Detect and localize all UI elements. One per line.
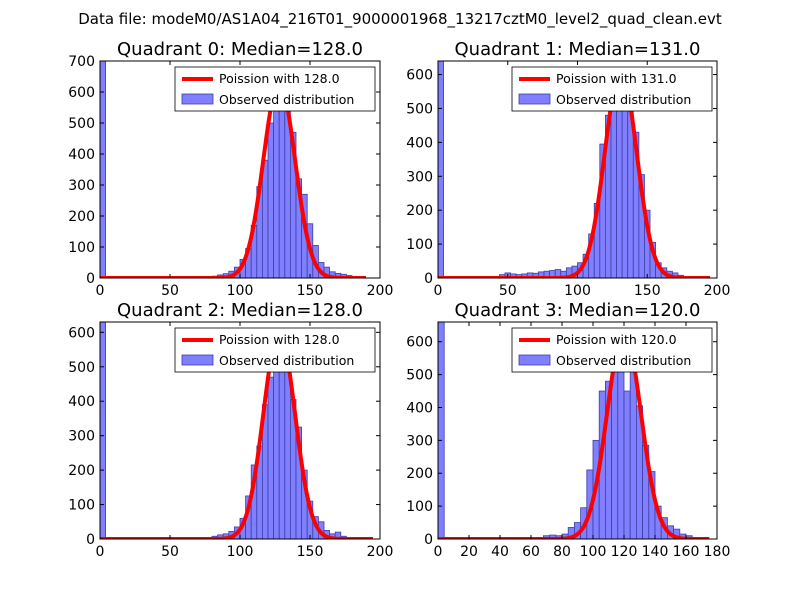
x-tick-label: 100 <box>227 283 254 299</box>
chart-quadrant-0: 0 50 100 150 200 0 100 200 300 400 500 600 700 Quadra… <box>68 39 393 299</box>
legend: Poission with 131.0 Observed distribution <box>511 66 713 112</box>
chart-title: Quadrant 2: Median=128.0 <box>117 300 363 321</box>
legend-label-poisson: Poission with 131.0 <box>556 71 677 86</box>
y-tick-label: 300 <box>406 169 433 185</box>
y-tick-label: 500 <box>68 116 95 132</box>
y-tick-label: 500 <box>406 368 433 384</box>
x-tick-label: 50 <box>499 283 517 299</box>
poisson-curve <box>438 329 711 539</box>
y-tick-label: 200 <box>406 466 433 482</box>
plot-area <box>100 61 368 278</box>
y-tick-label: 100 <box>68 240 95 256</box>
legend-label-poisson: Poission with 128.0 <box>219 71 340 86</box>
histogram-bar <box>261 159 269 278</box>
x-tick-label: 200 <box>367 283 394 299</box>
poisson-curve <box>100 80 368 278</box>
figure-title: Data file: modeM0/AS1A04_216T01_90000019… <box>78 10 722 29</box>
legend-label-poisson: Poission with 120.0 <box>556 332 677 347</box>
legend-label-observed: Observed distribution <box>556 92 691 107</box>
y-tick-label: 600 <box>406 335 433 351</box>
y-tick-label: 200 <box>68 463 95 479</box>
y-tick-label: 200 <box>406 203 433 219</box>
y-tick-label: 100 <box>68 498 95 514</box>
x-tick-label: 150 <box>634 283 661 299</box>
y-tick-label: 0 <box>424 271 433 287</box>
x-tick-label: 100 <box>227 544 254 560</box>
y-tick-label: 500 <box>406 101 433 117</box>
x-tick-label: 50 <box>161 544 179 560</box>
legend-bar-swatch <box>181 354 214 366</box>
y-tick-label: 300 <box>68 178 95 194</box>
y-tick-label: 200 <box>68 209 95 225</box>
chart-quadrant-1: 0 50 100 150 200 0 100 200 300 400 500 600 Quadrant … <box>406 39 730 299</box>
y-tick-label: 700 <box>68 54 95 70</box>
legend-label-observed: Observed distribution <box>219 353 354 368</box>
legend: Poission with 128.0 Observed distribution <box>174 66 376 112</box>
x-tick-label: 0 <box>96 544 105 560</box>
y-tick-label: 400 <box>68 147 95 163</box>
y-tick-label: 400 <box>406 400 433 416</box>
histogram-bar <box>438 322 445 539</box>
y-tick-label: 100 <box>406 237 433 253</box>
x-tick-label: 0 <box>434 544 443 560</box>
chart-title: Quadrant 0: Median=128.0 <box>117 39 363 60</box>
legend-label-observed: Observed distribution <box>556 353 691 368</box>
poisson-curve <box>100 330 375 539</box>
histogram-bar <box>278 86 286 278</box>
x-tick-label: 50 <box>161 283 179 299</box>
histogram-bar <box>273 94 280 278</box>
histogram-bar <box>100 322 106 539</box>
y-tick-label: 100 <box>406 499 433 515</box>
y-tick-label: 400 <box>68 394 95 410</box>
y-tick-label: 0 <box>424 532 433 548</box>
x-tick-label: 100 <box>564 283 591 299</box>
x-tick-label: 200 <box>704 283 731 299</box>
legend-label-observed: Observed distribution <box>219 92 354 107</box>
x-tick-label: 80 <box>553 544 571 560</box>
x-tick-label: 160 <box>673 544 700 560</box>
histogram-bar <box>438 61 444 278</box>
x-tick-label: 180 <box>704 544 731 560</box>
chart-quadrant-3: 0 20 40 60 80 100 120 140 160 1800100200300400500… <box>406 300 730 560</box>
chart-quadrant-2: 0 50 100 150 200 0 100 200 300 400 500 600 Quadrant … <box>68 300 393 560</box>
y-tick-label: 600 <box>406 68 433 84</box>
chart-title: Quadrant 3: Median=120.0 <box>455 300 701 321</box>
legend: Poission with 120.0 Observed distribution <box>511 327 713 373</box>
y-tick-label: 0 <box>86 271 95 287</box>
poisson-curve <box>438 69 712 278</box>
x-tick-label: 0 <box>96 283 105 299</box>
legend-bar-swatch <box>181 93 214 105</box>
legend-label-poisson: Poission with 128.0 <box>219 332 340 347</box>
histogram-bar <box>267 376 274 539</box>
histogram-bar <box>100 61 106 278</box>
histogram-bar <box>267 122 274 278</box>
x-tick-label: 150 <box>297 544 324 560</box>
x-tick-label: 40 <box>491 544 509 560</box>
x-tick-label: 20 <box>460 544 478 560</box>
y-tick-label: 300 <box>68 429 95 445</box>
x-tick-label: 100 <box>580 544 607 560</box>
y-tick-label: 500 <box>68 360 95 376</box>
x-tick-label: 140 <box>642 544 669 560</box>
axes-frame <box>437 321 718 540</box>
x-tick-label: 120 <box>611 544 638 560</box>
plot-area <box>438 322 711 539</box>
y-tick-label: 600 <box>68 325 95 341</box>
y-tick-label: 600 <box>68 85 95 101</box>
legend: Poission with 128.0 Observed distribution <box>174 327 376 373</box>
histogram-bar <box>623 390 631 539</box>
x-tick-label: 150 <box>297 283 324 299</box>
legend-bar-swatch <box>518 93 551 105</box>
x-tick-label: 60 <box>522 544 540 560</box>
legend-bar-swatch <box>518 354 551 366</box>
y-tick-label: 400 <box>406 135 433 151</box>
histogram-bar <box>273 345 280 539</box>
x-tick-label: 0 <box>434 283 443 299</box>
y-tick-label: 300 <box>406 433 433 449</box>
y-tick-label: 0 <box>86 532 95 548</box>
chart-title: Quadrant 1: Median=131.0 <box>455 39 701 60</box>
x-tick-label: 200 <box>367 544 394 560</box>
